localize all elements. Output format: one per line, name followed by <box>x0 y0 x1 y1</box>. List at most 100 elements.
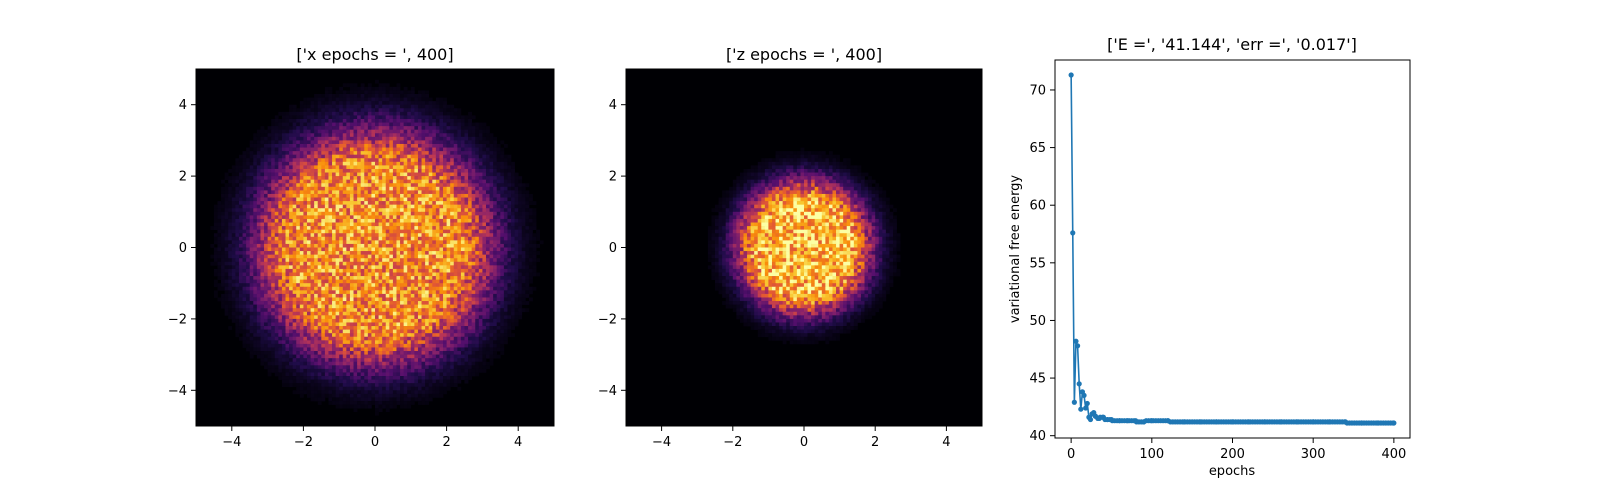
heatmap-cell <box>396 129 401 134</box>
heatmap-cell <box>489 215 494 220</box>
heatmap-cell <box>439 97 444 102</box>
heatmap-cell <box>389 193 394 198</box>
heatmap-cell <box>425 308 430 313</box>
heatmap-cell <box>260 179 265 184</box>
heatmap-cell <box>457 186 462 191</box>
heatmap-cell <box>371 183 376 188</box>
heatmap-cell <box>285 168 290 173</box>
heatmap-cell <box>482 301 487 305</box>
heatmap-cell <box>507 208 512 213</box>
heatmap-cell <box>231 297 236 302</box>
heatmap-cell <box>256 279 261 284</box>
heatmap-cell <box>485 172 490 177</box>
heatmap-cell <box>217 297 222 302</box>
heatmap-cell <box>346 197 351 202</box>
heatmap-cell <box>353 122 358 127</box>
heatmap-cell <box>525 276 530 280</box>
heatmap-cell <box>364 311 369 316</box>
heatmap-cell <box>221 218 225 223</box>
heatmap-cell <box>507 254 512 259</box>
heatmap-cell <box>299 201 304 206</box>
heatmap-cell <box>468 172 473 177</box>
heatmap-cell <box>274 158 279 163</box>
heatmap-cell <box>468 183 473 188</box>
heatmap-cell <box>274 308 279 313</box>
heatmap-cell <box>417 283 422 288</box>
heatmap-cell <box>317 236 322 241</box>
heatmap-cell <box>532 247 537 252</box>
heatmap-cell <box>485 165 490 170</box>
heatmap-cell <box>371 211 376 216</box>
heatmap-cell <box>485 168 490 173</box>
heatmap-cell <box>453 158 458 163</box>
heatmap-cell <box>457 290 462 295</box>
heatmap-cell <box>314 172 319 177</box>
heatmap-cell <box>407 301 412 305</box>
heatmap-cell <box>332 104 336 109</box>
heatmap-cell <box>382 93 387 98</box>
heatmap-cell <box>392 276 397 280</box>
heatmap-cell <box>403 247 408 252</box>
heatmap-cell <box>224 311 229 316</box>
heatmap-cell <box>400 222 404 227</box>
heatmap-cell <box>289 208 294 213</box>
heatmap-cell <box>389 315 394 320</box>
heatmap-cell <box>521 293 526 298</box>
heatmap-cell <box>303 293 308 298</box>
heatmap-cell <box>371 254 376 259</box>
heatmap-cell <box>332 93 336 98</box>
heatmap-cell <box>357 254 362 259</box>
heatmap-cell <box>310 108 315 113</box>
heatmap-cell <box>296 136 301 141</box>
heatmap-cell <box>392 133 397 138</box>
heatmap-cell <box>432 308 437 313</box>
heatmap-cell <box>500 286 505 291</box>
heatmap-cell <box>303 161 308 166</box>
heatmap-cell <box>496 147 501 152</box>
heatmap-cell <box>224 304 229 309</box>
heatmap-cell <box>396 140 401 145</box>
heatmap-cell <box>385 251 390 255</box>
heatmap-cell <box>518 265 523 270</box>
heatmap-cell <box>514 229 519 234</box>
heatmap-cell <box>371 140 376 145</box>
heatmap-cell <box>242 208 247 213</box>
heatmap-cell <box>249 168 254 173</box>
heatmap-cell <box>511 243 515 248</box>
heatmap-cell <box>253 151 258 156</box>
heatmap-cell <box>385 129 390 134</box>
heatmap-cell <box>400 158 404 163</box>
heatmap-cell <box>335 286 340 291</box>
heatmap-cell <box>421 311 426 316</box>
heatmap-cell <box>349 165 354 170</box>
heatmap-cell <box>378 272 383 277</box>
heatmap-cell <box>475 226 480 230</box>
heatmap-cell <box>260 251 265 255</box>
heatmap-cell <box>267 247 272 252</box>
heatmap-cell <box>514 311 519 316</box>
heatmap-cell <box>353 168 358 173</box>
heatmap-cell <box>353 304 358 309</box>
heatmap-cell <box>274 183 279 188</box>
heatmap-cell <box>514 208 519 213</box>
heatmap-cell <box>464 126 469 131</box>
heatmap-cell <box>357 222 362 227</box>
heatmap-cell <box>475 215 480 220</box>
heatmap-cell <box>306 243 311 248</box>
heatmap-cell <box>511 236 515 241</box>
heatmap-cell <box>324 286 329 291</box>
heatmap-cell <box>453 147 458 152</box>
heatmap-cell <box>278 151 283 156</box>
heatmap-cell <box>435 218 440 223</box>
heatmap-cell <box>292 158 297 163</box>
heatmap-cell <box>299 233 304 238</box>
heatmap-cell <box>360 218 365 223</box>
heatmap-cell <box>382 233 387 238</box>
heatmap-cell <box>296 140 301 145</box>
heatmap-cell <box>292 297 297 302</box>
heatmap-cell <box>378 86 383 91</box>
heatmap-cell <box>435 247 440 252</box>
heatmap-cell <box>357 311 362 316</box>
heatmap-cell <box>360 261 365 266</box>
heatmap-cell <box>507 243 512 248</box>
